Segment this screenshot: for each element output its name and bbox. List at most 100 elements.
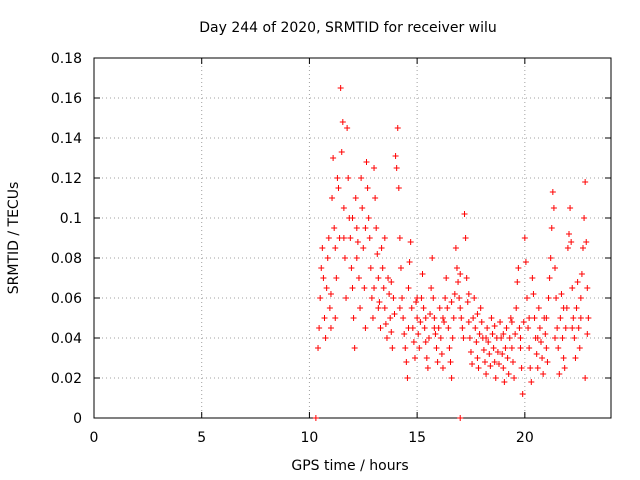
data-point [327,325,334,331]
data-point [380,285,387,291]
data-point [333,275,340,281]
data-point [485,339,492,345]
data-point [338,149,345,155]
data-point [448,375,455,381]
data-point [570,315,577,321]
data-point [439,365,446,371]
y-tick-label: 0.18 [51,51,82,67]
data-point [413,299,420,305]
data-point [443,275,450,281]
data-point [536,325,543,331]
data-point [558,291,565,297]
data-point [568,239,575,245]
data-point [353,255,360,261]
data-point [529,275,536,281]
data-point [324,255,331,261]
y-tick-label: 0.08 [51,251,82,267]
data-point [414,295,421,301]
data-point [543,345,550,351]
data-point [564,245,571,251]
data-point [562,325,569,331]
data-point [359,205,366,211]
data-point [540,371,547,377]
data-point [469,361,476,367]
data-point [422,339,429,345]
data-point [349,215,356,221]
data-point [371,285,378,291]
data-point [337,85,344,91]
data-point [406,259,413,265]
data-point [364,185,371,191]
data-point [369,315,376,321]
data-point [560,305,567,311]
data-point [390,295,397,301]
data-point [490,345,497,351]
data-point [318,265,325,271]
data-point [347,235,354,241]
data-point [382,321,389,327]
y-tick-label: 0.16 [51,91,82,107]
plot-frame [93,57,612,419]
data-point [381,235,388,241]
x-tick-label: 5 [197,430,206,446]
data-point [329,195,336,201]
data-point [319,245,326,251]
data-point [497,319,504,325]
data-point [583,239,590,245]
data-point [446,345,453,351]
data-point [361,285,368,291]
data-point [494,349,501,355]
data-point [436,305,443,311]
data-point [405,325,412,331]
data-point [340,205,347,211]
data-point [427,311,434,317]
data-point [476,331,483,337]
data-point [553,295,560,301]
data-point [439,315,446,321]
data-point [389,345,396,351]
data-point [375,275,382,281]
data-point [447,359,454,365]
data-point [423,355,430,361]
data-point [539,355,546,361]
x-tick-label: 15 [408,430,426,446]
data-point [473,339,480,345]
data-point [358,175,365,181]
data-point [465,319,472,325]
data-point [516,325,523,331]
data-point [330,155,337,161]
data-point [321,315,328,321]
data-point [526,315,533,321]
data-point [555,345,562,351]
data-point [509,359,516,365]
data-point [499,351,506,357]
data-point [355,275,362,281]
data-point [579,245,586,251]
data-point [565,231,572,237]
data-point [515,265,522,271]
data-point [545,295,552,301]
data-point [445,325,452,331]
data-point [561,365,568,371]
data-point [383,335,390,341]
data-point [386,291,393,297]
data-point [419,271,426,277]
data-point [483,335,490,341]
data-point [554,325,561,331]
data-point [393,165,400,171]
data-point [332,245,339,251]
data-point [534,335,541,341]
data-point [335,185,342,191]
data-point [345,175,352,181]
data-point [396,305,403,311]
data-point [521,235,528,241]
data-point [432,331,439,337]
data-point [362,225,369,231]
data-point [421,325,428,331]
x-tick-label: 10 [301,430,319,446]
data-point [584,285,591,291]
data-point [366,235,373,241]
data-point [326,305,333,311]
data-point [332,315,339,321]
